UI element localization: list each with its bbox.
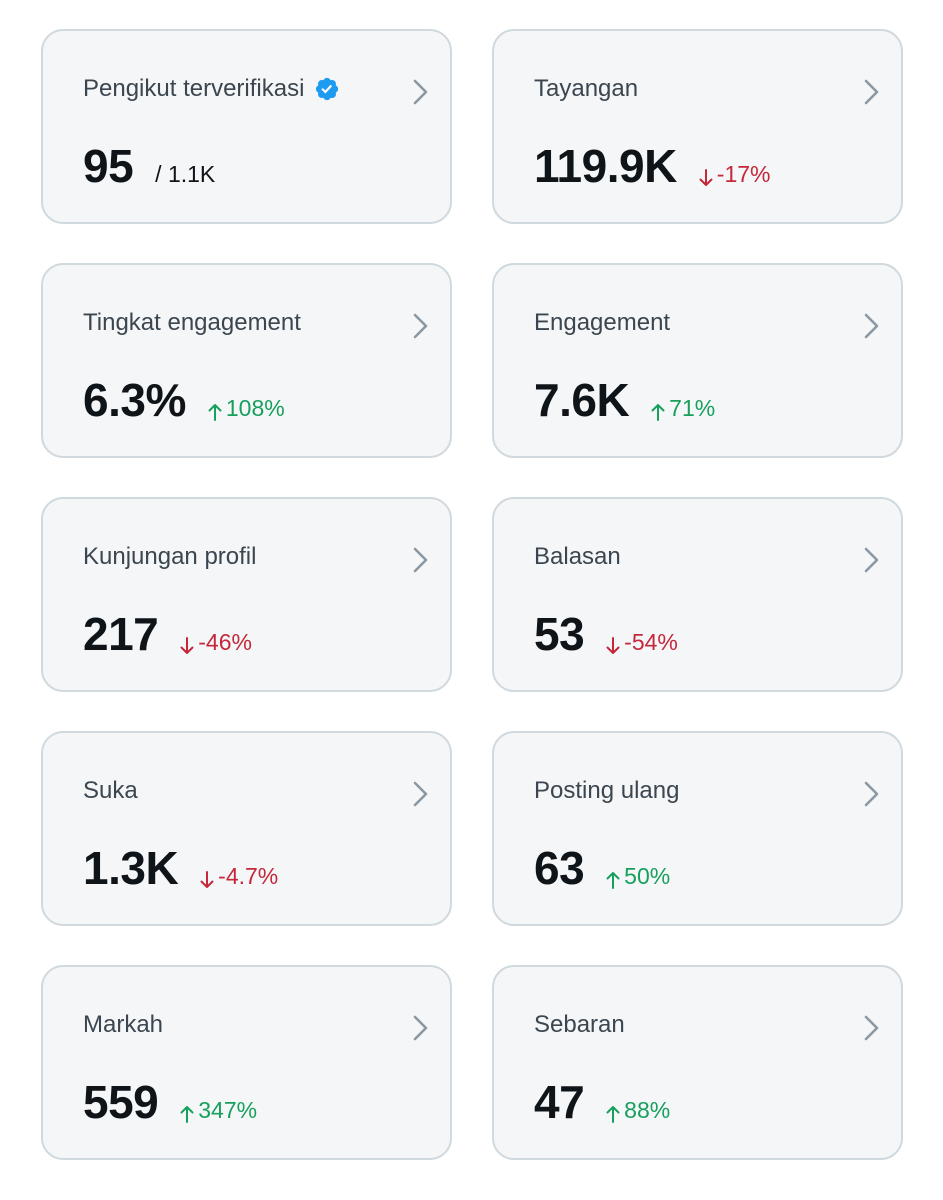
chevron-right-icon — [413, 79, 428, 105]
metric-label: Posting ulang — [534, 777, 680, 804]
metric-value-row: 95 / 1.1K — [83, 139, 215, 193]
arrow-down-icon — [699, 168, 713, 186]
metric-label: Pengikut terverifikasi — [83, 75, 305, 102]
metric-value-row: 1.3K -4.7% — [83, 841, 278, 895]
verified-badge-icon — [316, 77, 339, 101]
metric-value: 47 — [534, 1076, 585, 1128]
metric-value: 119.9K — [534, 140, 677, 192]
metric-label: Suka — [83, 777, 138, 804]
metric-change: 108% — [208, 395, 285, 422]
metric-value-row: 6.3% 108% — [83, 373, 285, 427]
metric-card-engagements[interactable]: Engagement 7.6K 71% — [492, 263, 903, 458]
metric-change: 88% — [606, 1097, 670, 1124]
metric-label: Kunjungan profil — [83, 543, 257, 570]
metric-change-value: -4.7% — [218, 863, 279, 889]
chevron-right-icon — [413, 781, 428, 807]
metric-change: 71% — [651, 395, 715, 422]
metric-change: 50% — [606, 863, 670, 890]
metric-card-impressions[interactable]: Tayangan 119.9K -17% — [492, 29, 903, 224]
metric-label: Tayangan — [534, 75, 639, 102]
chevron-right-icon — [864, 1015, 879, 1041]
metric-change-value: 347% — [198, 1097, 258, 1123]
metric-card-shares[interactable]: Sebaran 47 88% — [492, 965, 903, 1160]
chevron-right-icon — [864, 547, 879, 573]
metric-value-row: 7.6K 71% — [534, 373, 715, 427]
chevron-right-icon — [413, 547, 428, 573]
metric-change-value: 108% — [225, 395, 285, 421]
metric-value: 6.3% — [83, 374, 186, 426]
metric-value: 63 — [534, 842, 585, 894]
chevron-right-icon — [413, 313, 428, 339]
arrow-up-icon — [606, 871, 620, 889]
metric-card-verified-followers[interactable]: Pengikut terverifikasi 95 / 1.1K — [41, 29, 452, 224]
metric-value-row: 63 50% — [534, 841, 670, 895]
metric-change-value: -54% — [624, 629, 678, 655]
metric-label: Markah — [83, 1011, 164, 1038]
arrow-down-icon — [606, 636, 620, 654]
metric-card-likes[interactable]: Suka 1.3K -4.7% — [41, 731, 452, 926]
arrow-down-icon — [180, 636, 194, 654]
metric-change-value: -46% — [198, 629, 252, 655]
metrics-grid: Pengikut terverifikasi 95 / 1.1K Tayanga… — [41, 29, 903, 1160]
arrow-down-icon — [200, 870, 214, 888]
metric-change-value: 71% — [669, 395, 716, 421]
arrow-up-icon — [651, 403, 665, 421]
chevron-right-icon — [864, 781, 879, 807]
metric-change-value: 50% — [624, 863, 671, 889]
metric-value: 53 — [534, 608, 585, 660]
metric-change-value: 88% — [624, 1097, 671, 1123]
metric-label: Balasan — [534, 543, 621, 570]
metric-label: Engagement — [534, 309, 671, 336]
metric-value-row: 53 -54% — [534, 607, 678, 661]
metric-value: 559 — [83, 1076, 159, 1128]
metric-label: Sebaran — [534, 1011, 625, 1038]
metric-card-profile-visits[interactable]: Kunjungan profil 217 -46% — [41, 497, 452, 692]
arrow-up-icon — [208, 403, 222, 421]
metric-value-row: 119.9K -17% — [534, 139, 771, 193]
chevron-right-icon — [864, 79, 879, 105]
metric-value: 7.6K — [534, 374, 630, 426]
arrow-up-icon — [180, 1105, 194, 1123]
metric-value: 95 — [83, 140, 134, 192]
metric-change: 347% — [180, 1097, 257, 1124]
metric-card-replies[interactable]: Balasan 53 -54% — [492, 497, 903, 692]
metric-change-value: -17% — [716, 161, 771, 187]
metric-value-row: 47 88% — [534, 1075, 670, 1129]
chevron-right-icon — [413, 1015, 428, 1041]
metric-card-engagement-rate[interactable]: Tingkat engagement 6.3% 108% — [41, 263, 452, 458]
metric-card-reposts[interactable]: Posting ulang 63 50% — [492, 731, 903, 926]
metric-value: 217 — [83, 608, 159, 660]
arrow-up-icon — [606, 1105, 620, 1123]
metric-label-wrap: Pengikut terverifikasi — [83, 75, 340, 103]
metric-value: 1.3K — [83, 842, 179, 894]
chevron-right-icon — [864, 313, 879, 339]
metric-change: -4.7% — [200, 863, 278, 890]
metric-card-bookmarks[interactable]: Markah 559 347% — [41, 965, 452, 1160]
metric-total: / 1.1K — [155, 161, 216, 187]
metric-value-row: 559 347% — [83, 1075, 257, 1129]
metric-label: Tingkat engagement — [83, 309, 301, 336]
metric-change: -54% — [606, 629, 678, 656]
metric-change: -46% — [180, 629, 252, 656]
metric-value-row: 217 -46% — [83, 607, 252, 661]
metric-change: -17% — [699, 161, 771, 188]
